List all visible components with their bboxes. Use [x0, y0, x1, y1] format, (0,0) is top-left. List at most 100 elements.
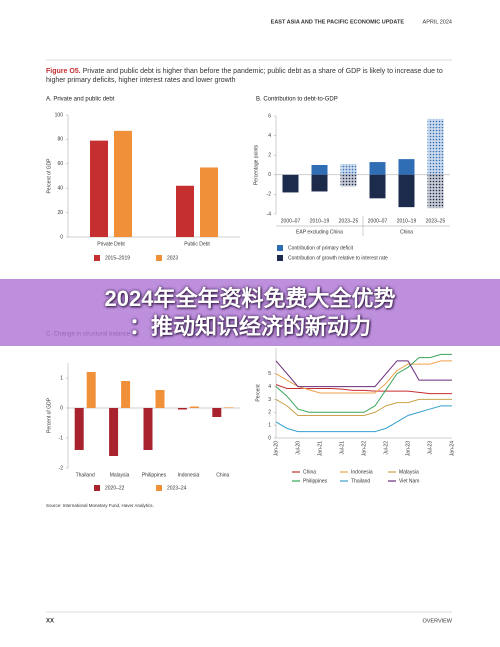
bar: [109, 408, 119, 456]
y-tick-label: 40: [57, 186, 63, 192]
legend-label: 2023–24: [167, 485, 187, 491]
legend-label: Viet Nam: [399, 478, 419, 484]
line-series: [275, 384, 452, 395]
bar: [224, 407, 234, 408]
legend-label: Contribution of primary deficit: [288, 245, 354, 251]
x-tick-label: Jul-23: [427, 441, 433, 455]
line-series: [275, 360, 452, 388]
y-tick-label: 20: [57, 210, 63, 216]
bar: [176, 185, 194, 237]
x-tick-label: Philippines: [142, 472, 167, 478]
legend-label: 2020–22: [105, 485, 125, 491]
figure-caption: Figure O5. Private and public debt is hi…: [46, 67, 446, 85]
bar-segment: [427, 174, 444, 209]
bar: [212, 408, 222, 417]
header-title: EAST ASIA AND THE PACIFIC ECONOMIC UPDAT…: [271, 19, 405, 25]
banner: 2024年全年资料免费大全优势 ：推动知识经济的新动力: [0, 279, 500, 346]
y-axis-label: Percentage points: [253, 144, 259, 185]
bar-segment: [311, 165, 328, 175]
legend-swatch: [94, 485, 100, 491]
bar-segment: [369, 174, 386, 199]
panel-title: B. Contribution to debt-to-GDP: [256, 97, 338, 103]
x-tick-label: 2000–07: [368, 218, 388, 224]
x-tick-label: Jul-22: [383, 441, 389, 455]
bar: [114, 130, 132, 237]
y-tick-label: -2: [267, 192, 272, 198]
section: OVERVIEW: [422, 618, 452, 624]
y-tick-label: 5: [268, 371, 271, 377]
x-tick-label: Indonesia: [178, 472, 200, 478]
x-tick-label: Jan-21: [317, 441, 323, 457]
bar-segment: [340, 174, 357, 187]
header-date: APRIL 2024: [423, 19, 452, 25]
legend-swatch: [156, 485, 162, 491]
y-tick-label: 2: [268, 410, 271, 416]
page-number: XX: [46, 619, 54, 625]
legend-label: Contribution of growth relative to inter…: [288, 255, 388, 261]
bar: [155, 390, 165, 408]
group-label: EAP excluding China: [296, 229, 343, 235]
y-tick-label: 4: [268, 133, 271, 139]
bar-segment: [398, 159, 415, 175]
bar-segment: [311, 174, 328, 192]
x-tick-label: Jul-20: [295, 441, 301, 455]
bar: [86, 372, 96, 408]
bar-segment: [282, 174, 299, 193]
x-tick-label: 2010–19: [397, 218, 417, 224]
caption-text: Private and public debt is higher than b…: [46, 68, 443, 84]
banner-line: 2024年全年资料免费大全优势: [104, 286, 396, 311]
legend-swatch: [277, 255, 283, 261]
line-series: [275, 353, 452, 413]
source: Source: International Monetary Fund, Hav…: [46, 503, 154, 508]
x-tick-label: Thailand: [76, 472, 95, 478]
y-tick-label: 0: [60, 234, 63, 240]
legend-label: Indonesia: [351, 469, 373, 475]
x-tick-label: China: [216, 472, 229, 478]
y-axis-label: Percent of GDP: [46, 397, 52, 433]
y-tick-label: 1: [60, 375, 63, 381]
panel-title: A. Private and public debt: [46, 97, 115, 103]
x-tick-label: 2023–25: [339, 218, 359, 224]
y-tick-label: 0: [268, 435, 271, 441]
bar: [177, 408, 187, 410]
x-tick-label: Jan-24: [449, 441, 455, 457]
legend-label: Philippines: [303, 478, 328, 484]
y-tick-label: 1: [268, 422, 271, 428]
y-tick-label: 4: [268, 384, 271, 390]
y-tick-label: -1: [59, 435, 64, 441]
legend-swatch: [94, 255, 100, 261]
y-tick-label: 6: [268, 113, 271, 119]
x-tick-label: Jul-21: [339, 441, 345, 455]
legend-label: Thailand: [351, 478, 370, 484]
y-tick-label: 0: [60, 405, 63, 411]
y-tick-label: 0: [268, 172, 271, 178]
legend-swatch: [156, 255, 162, 261]
bar: [121, 381, 131, 408]
y-axis-label: Percent of GDP: [46, 158, 52, 194]
bar-segment: [427, 118, 444, 175]
x-tick-label: 2023–25: [426, 218, 446, 224]
x-tick-label: Jan-22: [361, 441, 367, 457]
x-tick-label: 2010–19: [310, 218, 330, 224]
bar-segment: [340, 164, 357, 175]
x-tick-label: Public Debt: [184, 241, 210, 247]
y-axis-label: Percent: [255, 384, 261, 402]
figure-label: Figure O5.: [46, 68, 81, 75]
bar: [90, 140, 108, 237]
legend-swatch: [277, 245, 283, 251]
group-label: China: [400, 229, 413, 235]
y-tick-label: 2: [268, 153, 271, 159]
bar: [200, 167, 218, 237]
line-series: [275, 398, 452, 416]
bar: [189, 406, 199, 408]
bar: [74, 408, 84, 450]
line-series: [275, 405, 452, 433]
y-tick-label: -2: [59, 465, 64, 471]
banner-line: ：推动知识经济的新动力: [128, 314, 371, 339]
x-tick-label: Jan-20: [273, 441, 279, 457]
bar-segment: [369, 162, 386, 175]
legend-label: 2015–2019: [105, 255, 130, 261]
y-tick-label: 60: [57, 161, 63, 167]
x-tick-label: Jan-23: [405, 441, 411, 457]
